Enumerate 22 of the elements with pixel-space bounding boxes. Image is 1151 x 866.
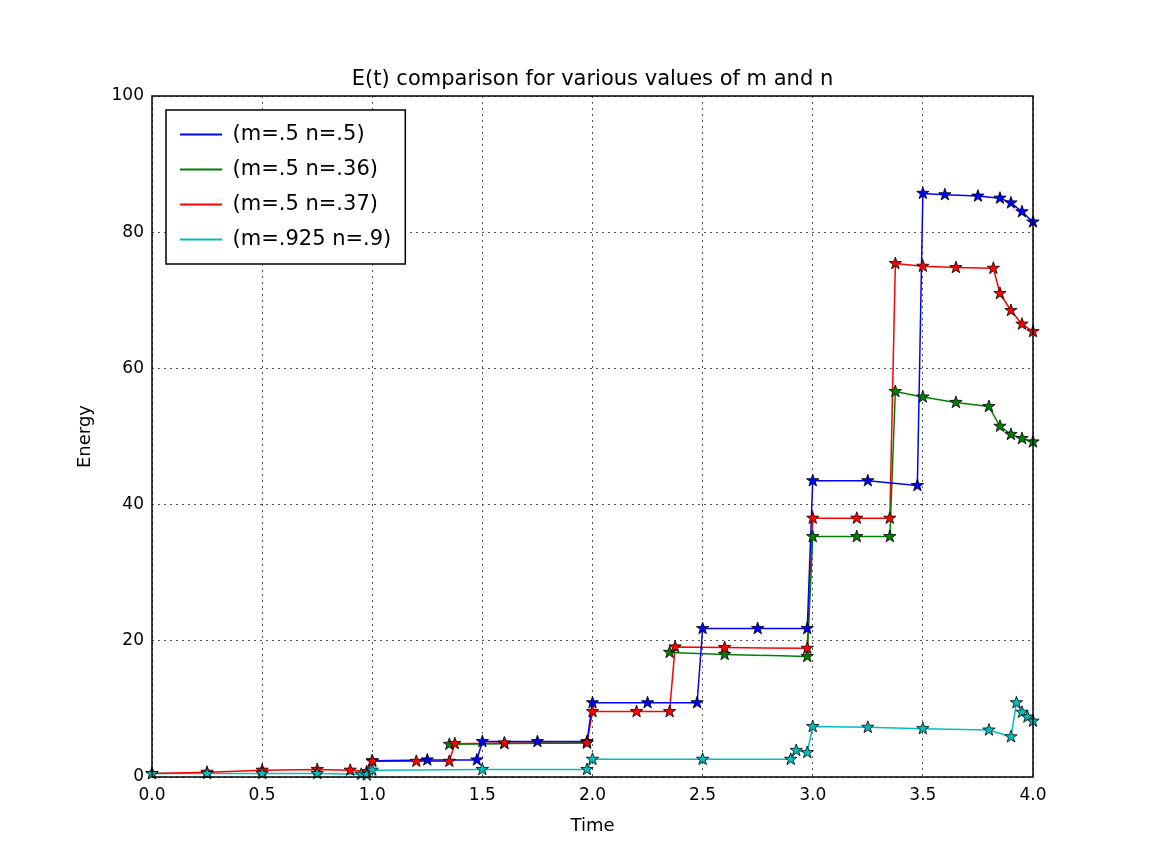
x-tick-label: 3.0 — [799, 783, 827, 804]
y-tick-label: 80 — [122, 220, 144, 241]
x-tick-label: 2.5 — [689, 783, 717, 804]
y-tick-label: 100 — [111, 84, 144, 105]
x-tick-label: 1.5 — [468, 783, 496, 804]
y-tick-label: 20 — [122, 629, 144, 650]
x-tick-label: 4.0 — [1019, 783, 1047, 804]
legend-label: (m=.5 n=.36) — [232, 155, 378, 180]
x-tick-label: 2.0 — [578, 783, 607, 804]
x-tick-label: 1.0 — [358, 783, 386, 804]
y-tick-label: 40 — [122, 493, 144, 514]
x-tick-label: 0.5 — [248, 783, 276, 804]
y-axis-title: Energy — [72, 404, 94, 469]
x-tick-label: 3.5 — [909, 783, 937, 804]
legend-label: (m=.925 n=.9) — [232, 225, 392, 250]
chart-title: E(t) comparison for various values of m and n — [351, 65, 834, 90]
y-tick-label: 60 — [122, 356, 144, 377]
y-tick-label: 0 — [133, 765, 144, 786]
legend-label: (m=.5 n=.37) — [232, 190, 378, 215]
legend-label: (m=.5 n=.5) — [232, 120, 365, 145]
x-axis-title: Time — [569, 813, 615, 835]
x-tick-label: 0.0 — [138, 783, 166, 804]
